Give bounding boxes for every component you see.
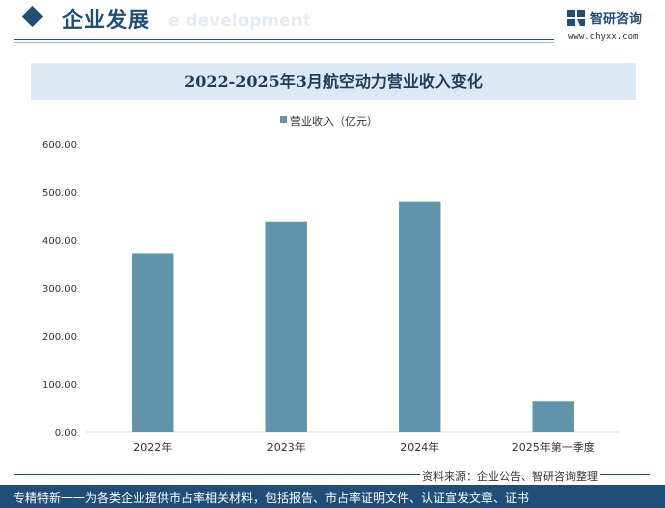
footer-divider [14,474,650,475]
bar [532,401,574,432]
page-header: e development 企业发展 智研咨询 www.chyxx.com [0,0,665,44]
x-tick-label: 2024年 [400,440,439,454]
y-tick-label: 500.00 [42,188,77,199]
bar [265,221,307,432]
x-tick-label: 2025年第一季度 [512,440,595,454]
x-tick-label: 2023年 [267,440,306,454]
y-tick-label: 400.00 [42,236,77,247]
header-title: 企业发展 [62,8,150,32]
source-note: 资料来源：企业公告、智研咨询整理 [420,468,600,484]
bar [399,201,441,432]
chart-title-band: 2022-2025年3月航空动力营业收入变化 [31,63,636,100]
bar [132,253,174,432]
chart-title: 2022-2025年3月航空动力营业收入变化 [184,72,483,91]
y-tick-label: 0.00 [55,428,77,439]
header-subtitle: e development [168,11,311,31]
y-tick-label: 300.00 [42,284,77,295]
header-divider-thin [14,42,554,43]
zhiyan-logo-icon [567,10,585,26]
y-tick-label: 200.00 [42,332,77,343]
x-tick-label: 2022年 [133,440,172,454]
y-tick-label: 100.00 [42,380,77,391]
brand-url: www.chyxx.com [568,32,639,42]
brand-name: 智研咨询 [590,12,643,27]
y-tick-label: 600.00 [42,140,77,151]
legend-label: 营业收入（亿元） [290,115,378,128]
legend-swatch [280,116,287,123]
footer-slogan: 专精特新一一为各类企业提供市占率相关材料，包括报告、市占率证明文件、认证宣发文章… [13,491,530,505]
bar-chart: 0.00 100.00 200.00 300.00 400.00 500.00 600.00… [42,140,620,454]
brand-logo: 智研咨询 www.chyxx.com [566,8,658,42]
footer-bar: 专精特新一一为各类企业提供市占率相关材料，包括报告、市占率证明文件、认证宣发文章… [0,485,665,508]
header-divider [14,39,554,40]
